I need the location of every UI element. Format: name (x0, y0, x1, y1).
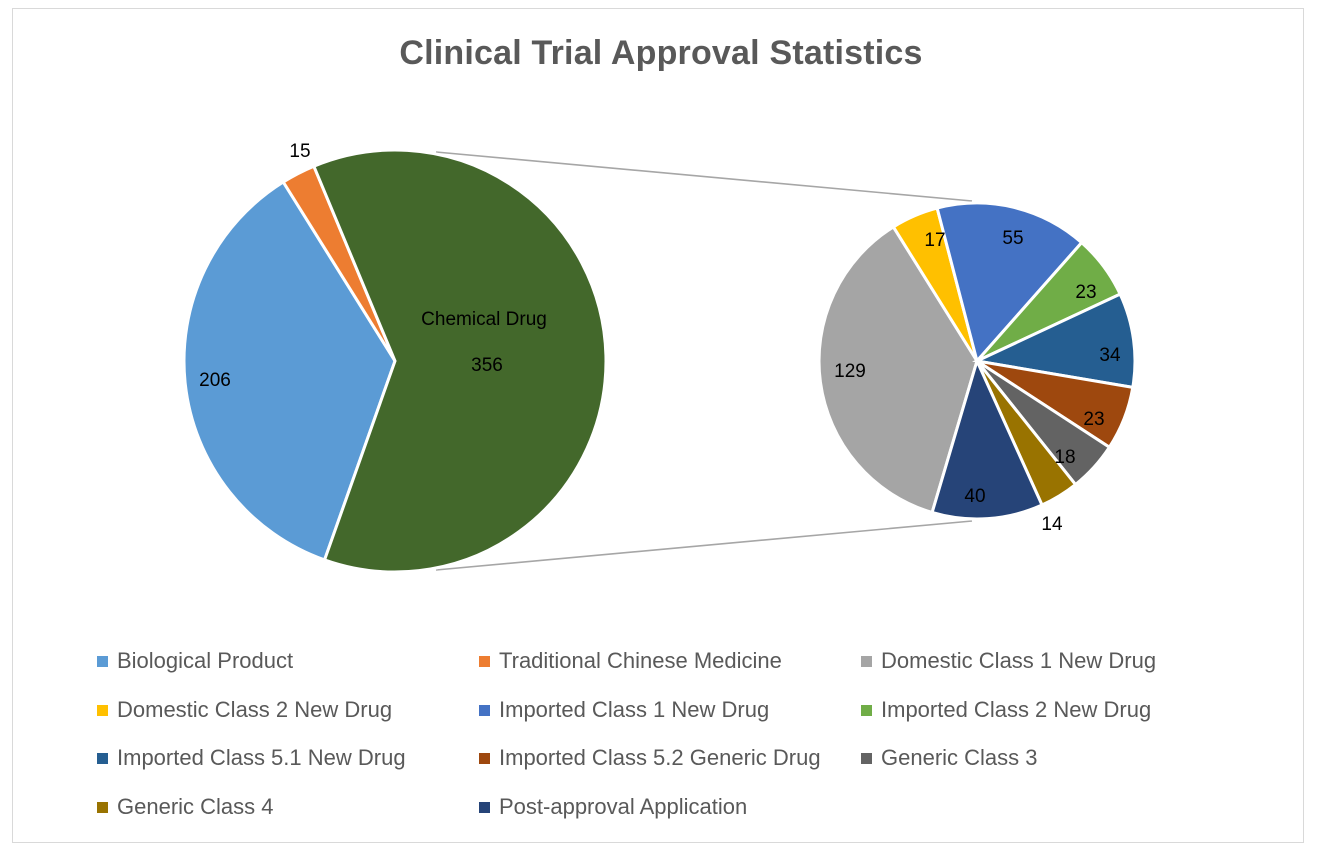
legend-label: Domestic Class 2 New Drug (117, 697, 393, 722)
legend-label: Generic Class 4 (117, 794, 274, 819)
legend-item-traditional-chinese-medicine: Traditional Chinese Medicine (479, 647, 782, 675)
data-label-imported-class-1-new-drug: 55 (1002, 228, 1023, 249)
legend-label: Generic Class 3 (881, 745, 1038, 770)
legend-swatch (97, 655, 108, 667)
connector-line-bottom (435, 520, 973, 571)
legend-swatch (479, 704, 490, 716)
connector-line-top (435, 151, 973, 202)
data-label-traditional-chinese-medicine: 15 (289, 141, 310, 162)
legend-item-imported-class-1-new-drug: Imported Class 1 New Drug (479, 696, 769, 724)
secondary-slice-imported-class-5-1-new-drug (972, 292, 1137, 390)
legend-item-generic-class-4: Generic Class 4 (97, 793, 274, 821)
legend-item-imported-class-5-2-generic-drug: Imported Class 5.2 Generic Drug (479, 744, 821, 772)
data-label-imported-class-5-1-new-drug: 34 (1099, 345, 1121, 366)
data-label-chemical-drug-name: Chemical Drug (421, 309, 547, 330)
data-label-domestic-class-2-new-drug: 17 (924, 230, 945, 251)
legend-item-domestic-class-2-new-drug: Domestic Class 2 New Drug (97, 696, 392, 724)
secondary-slice-post-approval-application (930, 356, 1044, 521)
data-label-generic-class-4: 14 (1041, 514, 1063, 535)
legend-label: Biological Product (117, 648, 294, 673)
legend-swatch (479, 801, 490, 813)
legend-label: Post-approval Application (499, 794, 748, 819)
main-slice-biological-product (182, 179, 397, 562)
legend-label: Imported Class 5.2 Generic Drug (499, 745, 821, 770)
legend-label: Traditional Chinese Medicine (499, 648, 782, 673)
data-label-biological-product: 206 (199, 370, 231, 391)
secondary-slice-imported-class-1-new-drug (935, 201, 1084, 365)
data-label-imported-class-5-2-generic-drug: 23 (1083, 409, 1104, 430)
legend-item-generic-class-3: Generic Class 3 (861, 744, 1038, 772)
legend-swatch (479, 655, 490, 667)
data-label-chemical-drug: 356 (471, 355, 503, 376)
legend-item-biological-product: Biological Product (97, 647, 293, 675)
legend-label: Domestic Class 1 New Drug (881, 648, 1157, 673)
data-label-post-approval-application: 40 (964, 486, 985, 507)
data-label-generic-class-3: 18 (1054, 447, 1075, 468)
legend-label: Imported Class 1 New Drug (499, 697, 770, 722)
legend-item-post-approval-application: Post-approval Application (479, 793, 747, 821)
legend-swatch (97, 704, 108, 716)
legend-swatch (861, 655, 872, 667)
data-label-domestic-class-1-new-drug: 129 (834, 361, 866, 382)
legend-swatch (97, 752, 108, 764)
main-slice-chemical-drug (311, 148, 608, 574)
chart-title: Clinical Trial Approval Statistics (399, 34, 923, 72)
legend-swatch (479, 752, 490, 764)
legend-item-domestic-class-1-new-drug: Domestic Class 1 New Drug (861, 647, 1156, 675)
legend-swatch (861, 752, 872, 764)
legend-item-imported-class-5-1-new-drug: Imported Class 5.1 New Drug (97, 744, 406, 772)
legend-swatch (861, 704, 872, 716)
legend-label: Imported Class 5.1 New Drug (117, 745, 406, 770)
data-label-imported-class-2-new-drug: 23 (1075, 282, 1096, 303)
legend-swatch (97, 801, 108, 813)
legend-item-imported-class-2-new-drug: Imported Class 2 New Drug (861, 696, 1151, 724)
legend-label: Imported Class 2 New Drug (881, 697, 1152, 722)
